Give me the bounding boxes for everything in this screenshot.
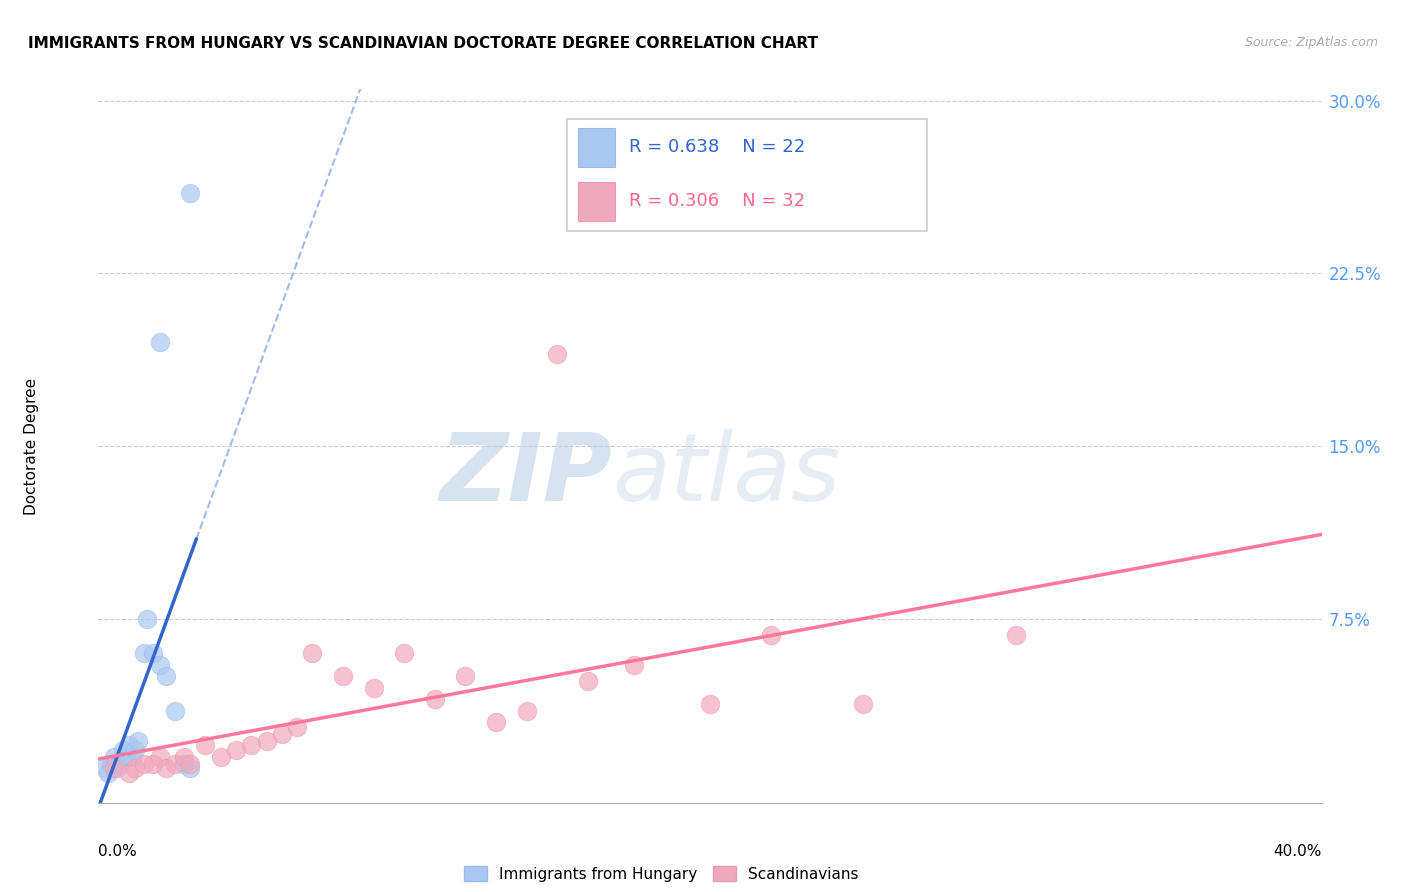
Point [124,761,146,775]
Point [136,612,159,626]
Point [1004,628,1026,642]
Point [163,756,186,771]
Text: Source: ZipAtlas.com: Source: ZipAtlas.com [1244,36,1378,49]
Point [454,669,477,683]
Text: R = 0.306    N = 32: R = 0.306 N = 32 [630,192,806,211]
Point [485,715,508,730]
Point [118,738,141,752]
Point [209,749,232,764]
Point [149,749,172,764]
Legend: Immigrants from Hungary, Scandinavians: Immigrants from Hungary, Scandinavians [458,860,865,888]
Point [127,733,149,747]
Point [115,749,138,764]
Bar [578,182,614,220]
Point [623,657,645,672]
Point [103,761,125,775]
Point [270,727,292,741]
Point [97,765,120,780]
Point [173,756,195,771]
Point [516,704,538,718]
Point [225,743,247,757]
Text: ZIP: ZIP [439,428,612,521]
Point [108,756,131,771]
Point [149,657,172,672]
Point [142,756,165,771]
Point [111,743,134,757]
Point [93,761,115,775]
Text: IMMIGRANTS FROM HUNGARY VS SCANDINAVIAN DOCTORATE DEGREE CORRELATION CHART: IMMIGRANTS FROM HUNGARY VS SCANDINAVIAN … [28,36,818,51]
Point [285,720,308,734]
Text: 40.0%: 40.0% [1274,845,1322,859]
Point [121,749,143,764]
Point [134,646,156,660]
Point [163,704,186,718]
Point [105,761,128,775]
Point [699,697,721,711]
Point [363,681,385,695]
Text: 0.0%: 0.0% [98,845,138,859]
Text: R = 0.638    N = 22: R = 0.638 N = 22 [630,138,806,156]
Point [194,738,217,752]
Point [118,765,141,780]
Point [149,335,172,350]
Point [134,756,156,771]
Point [546,347,568,361]
Point [759,628,782,642]
Text: Doctorate Degree: Doctorate Degree [24,377,38,515]
Point [103,749,125,764]
Point [155,669,177,683]
Point [576,673,599,688]
Point [100,756,122,771]
Point [155,761,177,775]
Point [179,186,201,200]
Text: atlas: atlas [612,429,841,520]
Point [423,692,446,706]
Point [173,749,195,764]
Point [301,646,323,660]
Point [124,743,146,757]
Point [179,761,201,775]
Point [852,697,875,711]
Bar [578,128,614,167]
FancyBboxPatch shape [567,119,927,231]
Point [179,756,201,771]
Point [240,738,263,752]
Point [332,669,354,683]
Point [256,733,278,747]
Point [142,646,165,660]
Point [392,646,416,660]
